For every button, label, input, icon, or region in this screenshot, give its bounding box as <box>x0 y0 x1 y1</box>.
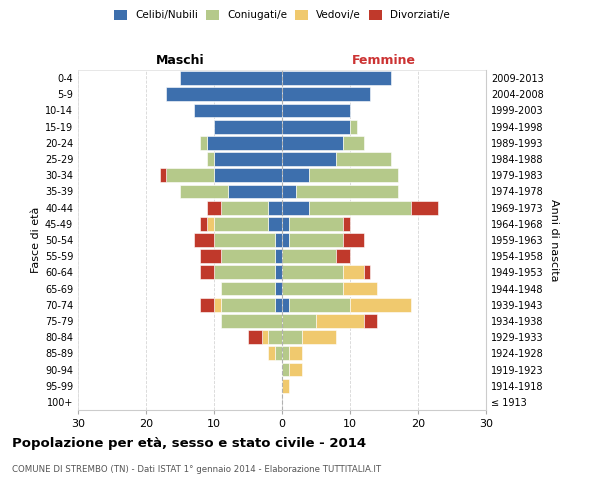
Bar <box>207 217 214 230</box>
Y-axis label: Anni di nascita: Anni di nascita <box>549 198 559 281</box>
Bar <box>282 136 343 149</box>
Bar <box>200 217 207 230</box>
Bar <box>268 200 282 214</box>
Bar <box>275 298 282 312</box>
Bar <box>282 104 350 118</box>
Bar <box>289 362 302 376</box>
Bar <box>282 346 289 360</box>
Bar <box>200 266 214 280</box>
Bar <box>221 314 282 328</box>
Bar <box>282 314 316 328</box>
Bar <box>350 298 411 312</box>
Bar <box>227 184 282 198</box>
Bar <box>282 88 370 101</box>
Bar <box>282 120 350 134</box>
Bar <box>221 200 268 214</box>
Bar <box>289 233 343 247</box>
Bar <box>160 168 166 182</box>
Bar <box>282 266 343 280</box>
Bar <box>221 298 275 312</box>
Text: COMUNE DI STREMBO (TN) - Dati ISTAT 1° gennaio 2014 - Elaborazione TUTTITALIA.IT: COMUNE DI STREMBO (TN) - Dati ISTAT 1° g… <box>12 466 381 474</box>
Bar <box>350 120 357 134</box>
Bar <box>337 152 391 166</box>
Text: Maschi: Maschi <box>155 54 205 67</box>
Bar <box>309 200 411 214</box>
Bar <box>166 168 214 182</box>
Bar <box>200 250 221 263</box>
Bar <box>207 152 214 166</box>
Bar <box>214 266 275 280</box>
Bar <box>282 298 289 312</box>
Bar <box>214 233 275 247</box>
Bar <box>282 152 337 166</box>
Bar <box>309 168 398 182</box>
Bar <box>343 266 364 280</box>
Bar <box>289 298 350 312</box>
Bar <box>221 282 275 296</box>
Bar <box>337 250 350 263</box>
Bar <box>282 362 289 376</box>
Bar <box>296 184 398 198</box>
Bar <box>282 250 337 263</box>
Bar <box>302 330 337 344</box>
Bar <box>275 282 282 296</box>
Bar <box>282 379 289 392</box>
Bar <box>343 217 350 230</box>
Bar <box>282 217 289 230</box>
Bar <box>268 330 282 344</box>
Bar <box>180 184 227 198</box>
Bar <box>364 266 370 280</box>
Bar <box>194 104 282 118</box>
Bar <box>343 233 364 247</box>
Bar <box>262 330 268 344</box>
Bar <box>282 282 343 296</box>
Bar <box>268 217 282 230</box>
Bar <box>275 266 282 280</box>
Bar <box>275 250 282 263</box>
Bar <box>275 346 282 360</box>
Bar <box>207 136 282 149</box>
Text: Popolazione per età, sesso e stato civile - 2014: Popolazione per età, sesso e stato civil… <box>12 438 366 450</box>
Bar <box>282 233 289 247</box>
Bar <box>166 88 282 101</box>
Bar <box>214 298 221 312</box>
Bar <box>282 184 296 198</box>
Bar <box>343 136 364 149</box>
Bar <box>411 200 439 214</box>
Bar <box>316 314 364 328</box>
Bar <box>282 330 302 344</box>
Bar <box>214 120 282 134</box>
Bar <box>282 200 309 214</box>
Bar <box>214 168 282 182</box>
Bar <box>214 217 268 230</box>
Bar <box>282 168 309 182</box>
Bar <box>200 298 214 312</box>
Bar <box>180 71 282 85</box>
Bar <box>194 233 214 247</box>
Y-axis label: Fasce di età: Fasce di età <box>31 207 41 273</box>
Bar <box>289 217 343 230</box>
Bar <box>214 152 282 166</box>
Bar <box>221 250 275 263</box>
Bar <box>343 282 377 296</box>
Text: Femmine: Femmine <box>352 54 416 67</box>
Bar <box>282 71 391 85</box>
Bar <box>207 200 221 214</box>
Bar <box>268 346 275 360</box>
Bar <box>200 136 207 149</box>
Bar <box>248 330 262 344</box>
Bar <box>364 314 377 328</box>
Legend: Celibi/Nubili, Coniugati/e, Vedovi/e, Divorziati/e: Celibi/Nubili, Coniugati/e, Vedovi/e, Di… <box>114 10 450 20</box>
Bar <box>275 233 282 247</box>
Bar <box>289 346 302 360</box>
